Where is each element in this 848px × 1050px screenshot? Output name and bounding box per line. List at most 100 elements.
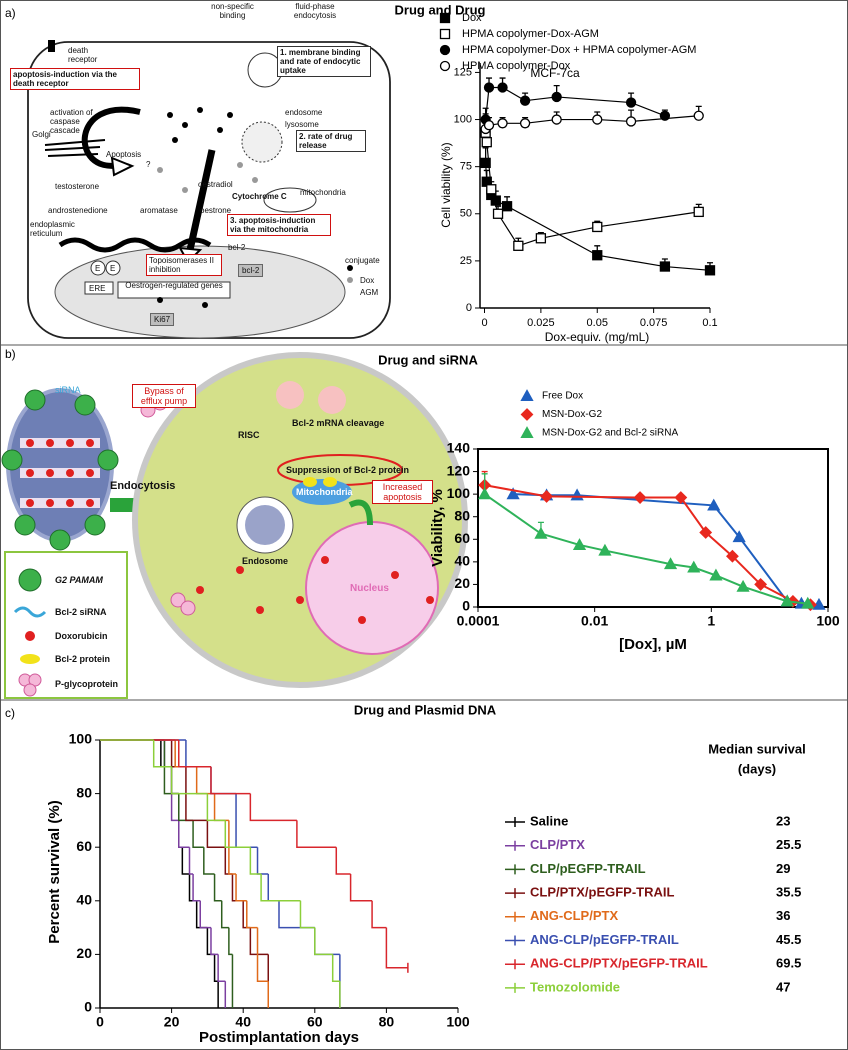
data-point (506, 487, 520, 500)
data-point (535, 233, 547, 244)
legend-marker (520, 426, 534, 439)
legend-line (505, 935, 525, 946)
panel-title: Drug and Drug (395, 2, 486, 17)
y-tick-label: 140 (447, 440, 471, 456)
x-tick-label: 60 (307, 1014, 323, 1030)
diagram-label: Suppression of Bcl-2 protein (286, 465, 410, 475)
x-tick-label: 0.025 (527, 317, 555, 329)
median-survival: 35.5 (776, 885, 801, 900)
data-point (519, 95, 531, 106)
diagram-label: activation of caspase cascade (50, 108, 93, 135)
legend-title: Median survival (708, 741, 806, 756)
legend-label: CLP/PTX/pEGFP-TRAIL (530, 885, 675, 900)
legend-label: MSN-Dox-G2 and Bcl-2 siRNA (542, 428, 678, 439)
diagram-label: Apoptosis (106, 150, 142, 159)
median-survival: 23 (776, 813, 790, 828)
data-point (693, 206, 704, 218)
diagram-label: Dox (360, 276, 375, 285)
data-point (693, 110, 704, 121)
panel-label: c) (5, 706, 15, 720)
diagram-label: P-glycoprotein (55, 679, 119, 689)
diagram-label: androstenedione (48, 206, 108, 215)
survival-step (181, 847, 190, 875)
survival-step (220, 900, 229, 929)
survival-step (170, 766, 179, 795)
legend-line (505, 888, 525, 899)
x-tick-label: 100 (816, 613, 840, 629)
legend-label: Free Dox (542, 391, 583, 402)
diagram-label: Bypass of efflux pump (132, 384, 196, 408)
data-point (699, 526, 713, 539)
survival-step (195, 766, 215, 795)
survival-step (188, 847, 194, 875)
legend-label: HPMA copolymer-Dox + HPMA copolymer-AGM (462, 44, 696, 56)
diagram-label: testosterone (55, 182, 100, 191)
survival-step (246, 900, 258, 929)
survival-step (178, 820, 190, 848)
data-point (534, 526, 548, 539)
y-tick-label: 0 (466, 302, 472, 314)
median-survival: 47 (776, 979, 790, 994)
data-point (572, 538, 587, 550)
survival-step (371, 900, 387, 929)
data-point (513, 240, 524, 251)
legend-label: MSN-Dox-G2 (542, 409, 602, 420)
legend-line (505, 817, 525, 827)
y-tick-label: 80 (76, 784, 92, 800)
panel-label: a) (5, 6, 16, 20)
data-point (663, 557, 678, 570)
x-axis-title: Postimplantation days (199, 1029, 359, 1046)
legend-label: CLP/pEGFP-TRAIL (530, 861, 646, 876)
survival-step (213, 793, 229, 822)
survival-step (195, 900, 208, 929)
data-point (659, 261, 671, 272)
data-point (501, 201, 513, 212)
survival-step (213, 954, 219, 982)
diagram-label: Topoisomerases II inhibition (146, 254, 222, 276)
diagram-label: endoplasmic reticulum (30, 220, 75, 238)
diagram-label: Bcl-2 protein (55, 654, 111, 664)
x-tick-label: 0.05 (587, 317, 608, 329)
legend-label: HPMA copolymer-Dox-AGM (462, 28, 599, 40)
survival-step (278, 900, 315, 929)
data-point (483, 120, 495, 131)
legend-label: ANG-CLP/pEGFP-TRAIL (530, 932, 679, 947)
data-point (497, 118, 508, 129)
x-tick-label: 0.01 (581, 613, 608, 629)
y-tick-label: 125 (454, 66, 472, 78)
legend-marker (439, 12, 451, 24)
legend-line (505, 982, 525, 993)
survival-step (299, 900, 315, 929)
survival-step (170, 766, 208, 795)
data-point (754, 578, 768, 591)
survival-step (199, 900, 211, 929)
diagram-label: 2. rate of drug release (296, 130, 366, 152)
data-point (592, 221, 603, 233)
legend-marker (439, 60, 451, 72)
diagram-label: bcl-2 (228, 243, 246, 252)
diagram-label: siRNA (55, 385, 81, 395)
legend-title: (days) (738, 761, 776, 776)
survival-step (206, 793, 226, 822)
diagram-label: 1. membrane binding and rate of endocyti… (277, 46, 371, 77)
survival-step (331, 954, 340, 982)
diagram-label: ERE (89, 284, 106, 293)
y-axis-title: Percent survival (%) (46, 800, 63, 943)
legend-line (505, 959, 525, 970)
data-point (592, 250, 603, 261)
diagram-label: death receptor (68, 46, 98, 64)
data-point (478, 487, 492, 500)
survival-step (210, 766, 251, 795)
legend-marker (439, 28, 451, 40)
data-point (480, 157, 491, 169)
data-point (540, 489, 554, 503)
survival-step (192, 820, 204, 848)
legend-label: ANG-CLP/PTX (530, 908, 618, 923)
diagram-label: fluid-phase endocytosis (293, 2, 337, 20)
y-tick-label: 60 (454, 530, 470, 546)
survival-step (210, 766, 237, 795)
survival-step (235, 874, 247, 902)
x-axis-title: Dox-equiv. (mg/mL) (545, 330, 649, 344)
y-tick-label: 100 (447, 485, 471, 501)
legend-label: HPMA copolymer-Dox (462, 60, 571, 72)
